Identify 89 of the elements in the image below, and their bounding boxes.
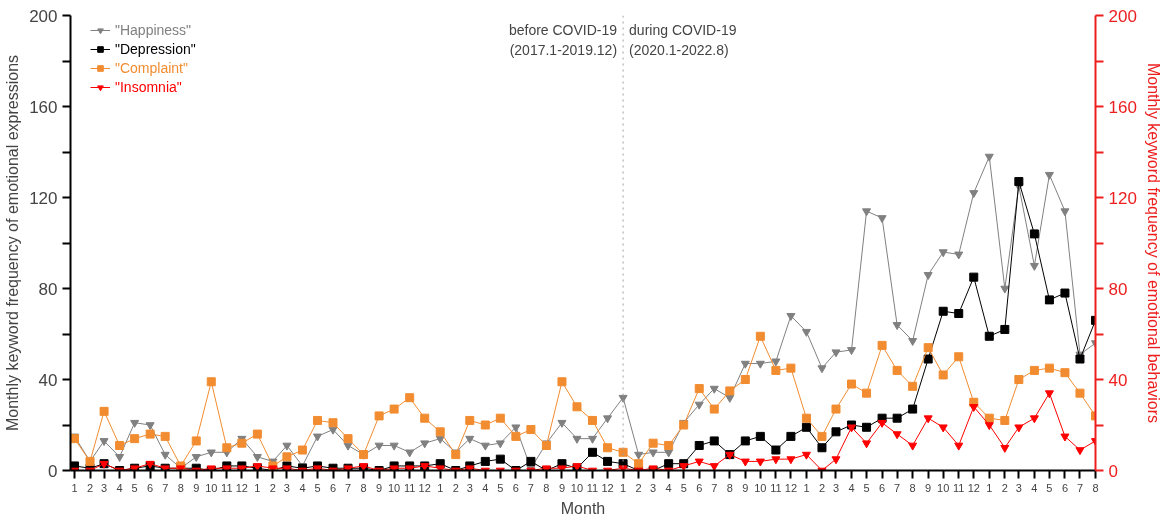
legend-label: "Complaint" — [115, 60, 188, 76]
x-tick-label: 7 — [711, 481, 718, 494]
y2-tick-label: 160 — [1108, 97, 1137, 117]
x-tick-label: 7 — [527, 481, 534, 494]
x-tick-label: 1 — [254, 481, 261, 494]
y-tick-label: 200 — [29, 6, 58, 26]
x-tick-label: 3 — [650, 481, 657, 494]
y-tick-label: 80 — [38, 279, 58, 299]
y-tick-label: 0 — [48, 461, 58, 481]
x-tick-label: 4 — [299, 481, 306, 494]
x-tick-label: 10 — [570, 481, 584, 494]
y-tick-label: 160 — [29, 97, 58, 117]
y2-tick-label: 80 — [1108, 279, 1128, 299]
y2-tick-label: 40 — [1108, 370, 1128, 390]
x-tick-label: 7 — [1076, 481, 1084, 494]
x-tick-label: 4 — [116, 481, 123, 494]
x-tick-label: 12 — [784, 481, 798, 494]
x-tick-label: 11 — [586, 481, 599, 494]
legend-label: "Happiness" — [115, 22, 192, 38]
x-tick-label: 6 — [879, 481, 886, 494]
x-tick-label: 6 — [1061, 481, 1069, 494]
x-tick-label: 2 — [86, 481, 94, 494]
x-tick-label: 3 — [832, 481, 840, 494]
x-tick-label: 5 — [314, 481, 321, 494]
x-tick-label: 9 — [925, 481, 932, 494]
x-tick-label: 6 — [512, 481, 519, 494]
x-tick-label: 2 — [452, 481, 459, 494]
x-tick-label: 1 — [620, 481, 627, 494]
x-tick-label: 12 — [418, 481, 431, 494]
legend-label: "Depression" — [115, 41, 196, 57]
x-tick-label: 9 — [193, 481, 200, 494]
x-tick-label: 5 — [497, 481, 504, 494]
annotation: before COVID-19 (2017.1-2019.12) — [508, 21, 618, 59]
x-tick-label: 12 — [601, 481, 614, 494]
x-tick-label: 8 — [360, 481, 367, 494]
x-tick-label: 4 — [848, 481, 855, 494]
x-tick-label: 1 — [986, 481, 993, 494]
x-tick-label: 7 — [344, 481, 352, 494]
x-tick-label: 12 — [235, 481, 248, 494]
x-tick-label: 2 — [635, 481, 642, 494]
x-tick-label: 8 — [726, 481, 733, 494]
x-tick-label: 11 — [770, 481, 782, 494]
x-tick-label: 5 — [863, 481, 870, 494]
y2-tick-label: 200 — [1108, 6, 1137, 26]
x-tick-label: 3 — [1015, 481, 1022, 494]
x-tick-label: 2 — [269, 481, 276, 494]
annotation: during COVID-19 (2020.1-2022.8) — [629, 21, 737, 59]
x-tick-label: 9 — [742, 481, 749, 494]
x-tick-label: 2 — [1001, 481, 1008, 494]
x-tick-label: 11 — [221, 481, 233, 494]
x-tick-label: 1 — [71, 481, 78, 494]
x-tick-label: 8 — [909, 481, 916, 494]
y2-axis-title: Monthly keyword frequency of emotional behaviors — [1144, 62, 1162, 424]
x-tick-label: 7 — [894, 481, 901, 494]
x-tick-label: 3 — [283, 481, 290, 494]
x-tick-label: 7 — [162, 481, 169, 494]
x-tick-label: 8 — [1092, 481, 1099, 494]
x-tick-label: 3 — [101, 481, 108, 494]
x-tick-label: 12 — [967, 481, 980, 494]
y-axis-title: Monthly keyword frequency of emotional expressions — [4, 54, 22, 432]
x-tick-label: 11 — [403, 481, 416, 494]
y-tick-label: 120 — [29, 188, 58, 208]
x-tick-label: 10 — [205, 481, 218, 494]
x-tick-label: 5 — [680, 481, 687, 494]
x-tick-label: 11 — [953, 481, 965, 494]
x-tick-label: 8 — [177, 481, 184, 494]
legend-label: "Insomnia" — [115, 79, 182, 95]
x-tick-label: 9 — [558, 481, 566, 494]
x-axis-title: Month — [560, 499, 606, 517]
x-tick-label: 1 — [803, 481, 810, 494]
y2-tick-label: 120 — [1108, 188, 1137, 208]
x-tick-label: 2 — [818, 481, 826, 494]
x-tick-label: 10 — [388, 481, 401, 494]
x-tick-label: 9 — [376, 481, 383, 494]
x-tick-label: 4 — [665, 481, 672, 494]
x-tick-label: 8 — [543, 481, 550, 494]
x-tick-label: 6 — [329, 481, 337, 494]
x-tick-label: 4 — [482, 481, 489, 494]
y2-tick-label: 0 — [1108, 461, 1118, 481]
x-tick-label: 10 — [937, 481, 950, 494]
x-tick-label: 6 — [696, 481, 703, 494]
x-tick-label: 3 — [466, 481, 473, 494]
y-tick-label: 40 — [38, 370, 58, 390]
x-tick-label: 1 — [437, 481, 444, 494]
x-tick-label: 4 — [1031, 481, 1038, 494]
x-tick-label: 10 — [754, 481, 767, 494]
x-tick-label: 5 — [131, 481, 138, 494]
x-tick-label: 6 — [147, 481, 154, 494]
x-tick-label: 5 — [1046, 481, 1053, 494]
